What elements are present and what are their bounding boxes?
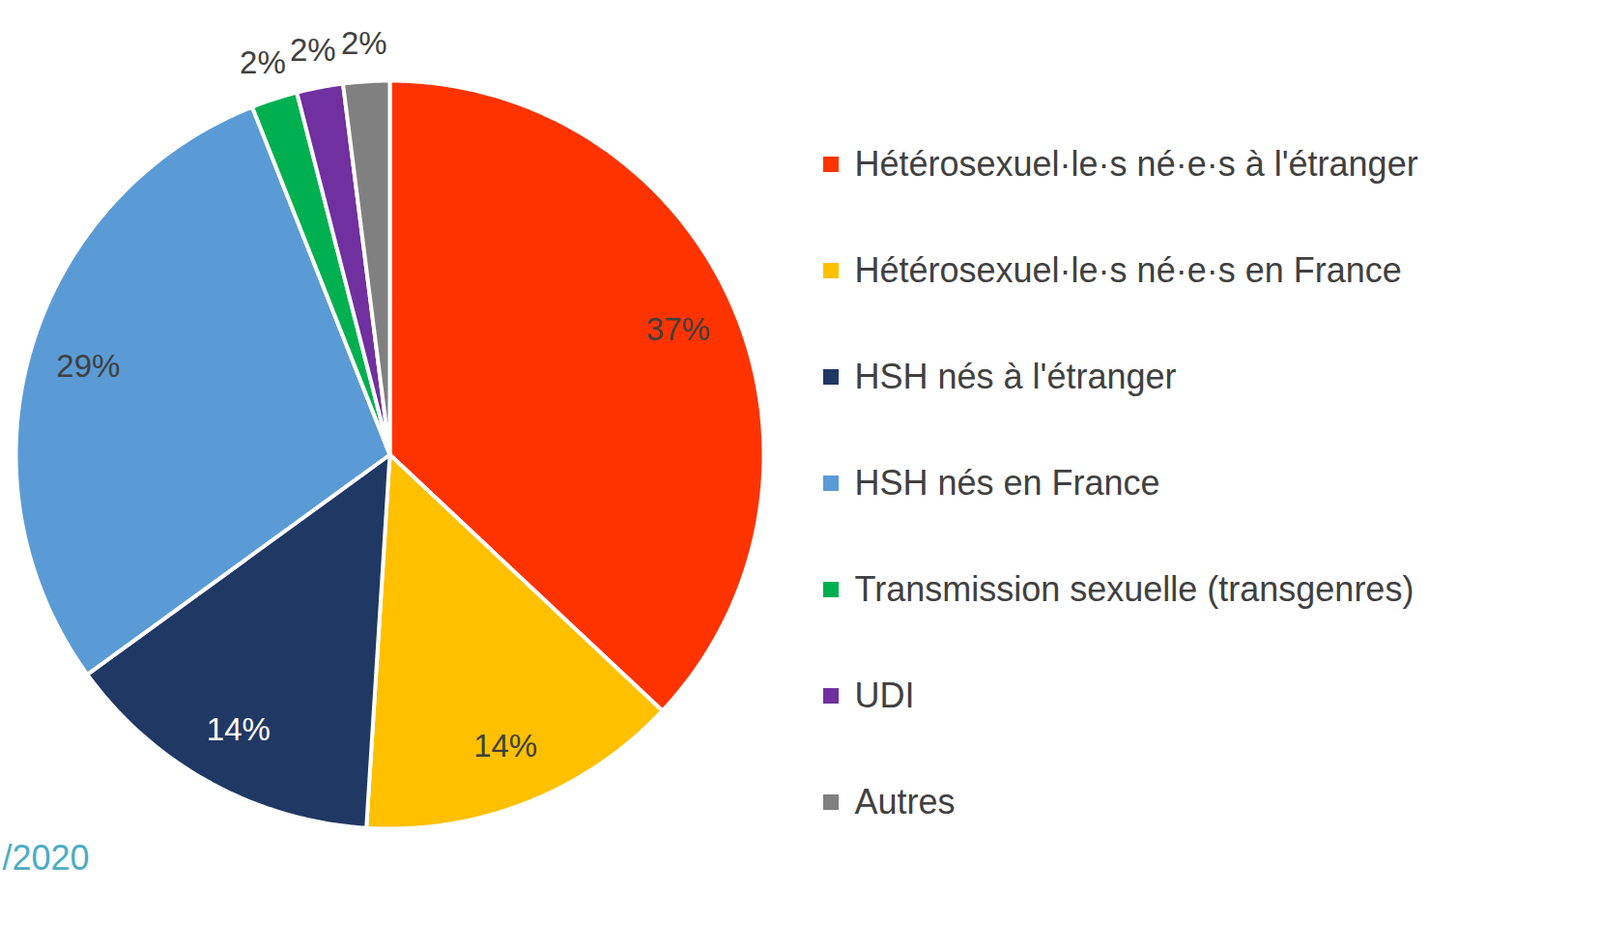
svg-text:UDI: UDI <box>855 675 915 715</box>
svg-text:29%: 29% <box>56 347 120 384</box>
svg-text:Hétérosexuel·le·s né·e·s à l'é: Hétérosexuel·le·s né·e·s à l'étranger <box>855 143 1419 184</box>
svg-text:HSH nés à l'étranger: HSH nés à l'étranger <box>855 356 1177 397</box>
svg-text:Hétérosexuel·le·s né·e·s en Fr: Hétérosexuel·le·s né·e·s en France <box>855 250 1402 290</box>
svg-text:2%: 2% <box>341 25 388 61</box>
svg-text:14%: 14% <box>206 711 271 747</box>
svg-text:Autres: Autres <box>855 781 956 822</box>
svg-text:Transmission sexuelle (transge: Transmission sexuelle (transgenres) <box>855 569 1415 609</box>
svg-text:HSH nés en France: HSH nés en France <box>855 462 1161 503</box>
svg-text:14%: 14% <box>473 727 538 764</box>
svg-text:/2020: /2020 <box>2 837 90 878</box>
svg-text:37%: 37% <box>646 311 711 347</box>
svg-text:2%: 2% <box>239 44 286 81</box>
svg-text:2%: 2% <box>289 31 337 68</box>
